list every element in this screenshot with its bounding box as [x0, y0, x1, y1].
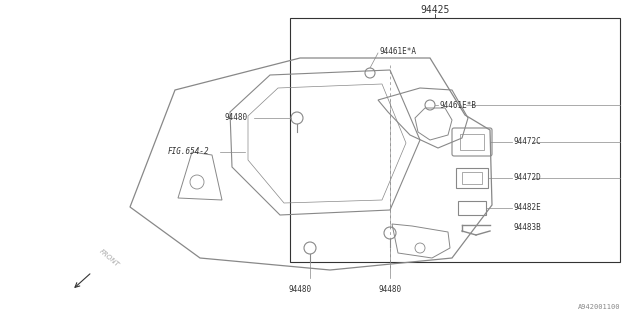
- Text: 94483B: 94483B: [514, 223, 541, 233]
- Text: 94461E*B: 94461E*B: [440, 100, 477, 109]
- Text: 94480: 94480: [225, 114, 248, 123]
- Text: 94480: 94480: [378, 285, 401, 294]
- Bar: [290, 18, 620, 262]
- Text: 94480: 94480: [289, 285, 312, 294]
- Text: 94482E: 94482E: [514, 204, 541, 212]
- Text: 94472D: 94472D: [514, 173, 541, 182]
- Text: 94425: 94425: [420, 5, 450, 15]
- Text: FRONT: FRONT: [98, 248, 120, 268]
- Text: A942001100: A942001100: [577, 304, 620, 310]
- Text: FIG.654-2: FIG.654-2: [168, 148, 210, 156]
- Text: 94461E*A: 94461E*A: [380, 47, 417, 57]
- Text: 94472C: 94472C: [514, 138, 541, 147]
